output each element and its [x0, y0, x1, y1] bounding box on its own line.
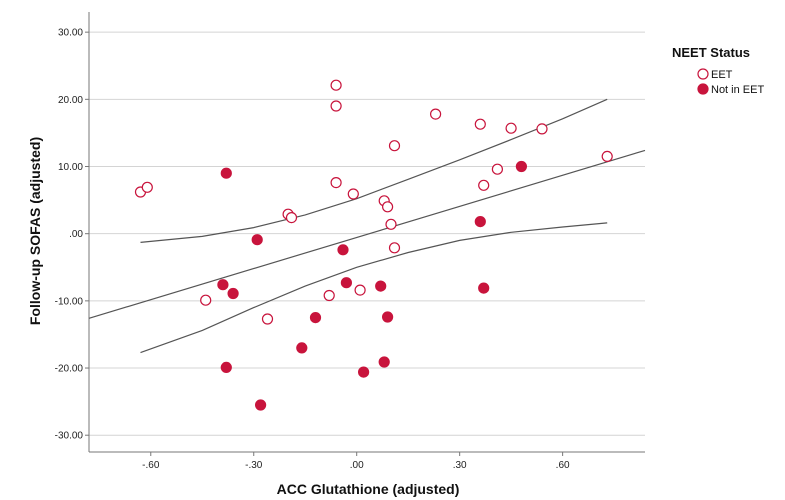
data-point-not-in-eet [255, 399, 267, 411]
data-point-not-in-eet [309, 312, 322, 324]
ci-lower-curve [140, 222, 608, 354]
x-tick-label: -.30 [245, 460, 263, 471]
fit-line [88, 149, 646, 319]
data-point-eet [505, 122, 517, 134]
y-tick-label: .00 [69, 229, 83, 240]
y-tick-label: 30.00 [58, 28, 83, 39]
data-points [134, 79, 613, 411]
legend-title: NEET Status [672, 45, 750, 60]
data-point-eet [330, 100, 342, 112]
gridlines [89, 31, 645, 436]
data-point-not-in-eet [337, 244, 349, 256]
ci-upper-curve [140, 98, 608, 243]
data-point-eet [347, 188, 359, 200]
x-tick-label: .30 [453, 460, 467, 471]
axes [85, 12, 645, 456]
legend-label-not-in-eet: Not in EET [711, 84, 764, 96]
y-axis-title: Follow-up SOFAS (adjusted) [27, 137, 43, 325]
data-point-eet [261, 313, 274, 325]
legend-marker-eet [697, 68, 709, 80]
data-point-not-in-eet [378, 356, 390, 368]
data-point-not-in-eet [220, 167, 232, 179]
data-point-not-in-eet [217, 279, 229, 291]
y-tick-label: -20.00 [55, 364, 84, 375]
data-point-eet [323, 289, 335, 302]
data-point-eet [478, 179, 490, 191]
data-point-not-in-eet [375, 280, 387, 292]
data-point-eet [491, 163, 503, 175]
tick-labels: -30.00 -20.00 -10.00 .00 10.00 20.00 30.00 -.60… [55, 28, 570, 471]
data-point-eet [382, 201, 394, 213]
data-point-eet [330, 79, 342, 91]
data-point-not-in-eet [358, 366, 370, 378]
x-axis-title: ACC Glutathione (adjusted) [277, 481, 460, 497]
data-point-eet [385, 218, 397, 230]
data-point-not-in-eet [474, 216, 486, 228]
data-point-eet [474, 118, 486, 130]
data-point-eet [536, 123, 548, 135]
data-point-eet [285, 212, 298, 224]
data-point-eet [388, 140, 401, 152]
data-point-eet [354, 284, 366, 296]
data-point-not-in-eet [382, 311, 394, 323]
data-point-eet [430, 108, 442, 120]
data-point-not-in-eet [296, 342, 308, 354]
data-point-eet [141, 181, 153, 193]
legend: NEET Status EET Not in EET [672, 45, 764, 96]
x-tick-label: .60 [556, 460, 570, 471]
data-point-not-in-eet [220, 361, 232, 373]
y-tick-label: 20.00 [58, 95, 83, 106]
y-tick-label: -30.00 [55, 431, 84, 442]
x-tick-label: .00 [350, 460, 364, 471]
data-point-not-in-eet [478, 282, 490, 294]
data-point-not-in-eet [515, 160, 528, 173]
legend-label-eet: EET [711, 69, 733, 81]
y-tick-label: -10.00 [55, 296, 84, 307]
y-tick-label: 10.00 [58, 162, 83, 173]
data-point-eet [330, 177, 342, 189]
data-point-not-in-eet [340, 277, 352, 289]
data-point-not-in-eet [251, 234, 263, 246]
data-point-eet [200, 294, 212, 306]
regression-lines [88, 98, 646, 354]
data-point-eet [388, 242, 401, 254]
legend-marker-not-in-eet [697, 83, 709, 95]
x-tick-label: -.60 [142, 460, 160, 471]
data-point-eet [601, 150, 613, 162]
data-point-not-in-eet [227, 287, 239, 300]
